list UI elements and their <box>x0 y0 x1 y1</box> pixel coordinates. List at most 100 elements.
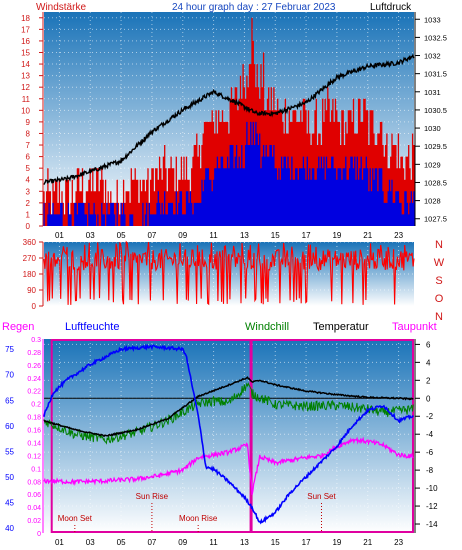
wind-tick-label: 0 <box>26 222 31 231</box>
hour-tick-label: 03 <box>86 231 95 240</box>
hour-tick-label: 11 <box>209 231 218 240</box>
rain-tick-label: 0.3 <box>31 337 41 344</box>
header-title: 24 hour graph day : 27 Februar 2023 <box>172 2 336 13</box>
wind-tick-label: 18 <box>21 14 30 23</box>
hour-tick-label: 05 <box>117 231 126 240</box>
hour-tick-label: 21 <box>363 538 372 547</box>
humidity-tick-label: 75 <box>5 345 14 354</box>
wind-tick-label: 10 <box>21 106 30 115</box>
rain-tick-label: 0 <box>37 531 41 538</box>
wind-tick-label: 11 <box>22 95 31 104</box>
wind-tick-label: 17 <box>21 25 30 34</box>
wind-tick-label: 14 <box>21 60 30 69</box>
hour-tick-label: 17 <box>302 538 311 547</box>
direction-tick-label: 90 <box>27 286 36 295</box>
hour-tick-label: 13 <box>240 231 249 240</box>
hour-tick-label: 01 <box>55 231 64 240</box>
event-label: Moon Rise <box>179 514 218 523</box>
rain-tick-label: 0.12 <box>27 453 41 460</box>
compass-label: S <box>435 275 442 287</box>
rain-axis: 0 0.02 0.04 0.06 0.08 0.1 0.12 0.14 0.16 0.18 0.2 0… <box>27 337 44 538</box>
temperature-tick-label: 0 <box>426 394 431 403</box>
pressure-tick-label: 1027.5 <box>424 215 447 224</box>
wind-tick-label: 8 <box>26 129 31 138</box>
pressure-axis: 1027.5 1028 1028.5 1029 1029.5 1030 1030.5 1031… <box>414 12 447 226</box>
hour-tick-label: 17 <box>302 231 311 240</box>
temperature-tick-label: 6 <box>426 340 431 349</box>
panel-2-series <box>43 240 415 306</box>
hour-tick-label: 09 <box>178 231 187 240</box>
pressure-tick-label: 1031 <box>424 88 441 97</box>
direction-tick-label: 270 <box>23 254 37 263</box>
wind-tick-label: 15 <box>21 48 30 57</box>
legend-humidity: Luftfeuchte <box>65 321 119 333</box>
wind-tick-label: 16 <box>21 37 30 46</box>
hour-tick-label: 13 <box>240 538 249 547</box>
legend-dewpoint: Taupunkt <box>392 321 437 333</box>
direction-tick-label: 0 <box>32 302 37 311</box>
pressure-tick-label: 1028.5 <box>424 178 447 187</box>
pressure-tick-label: 1032.5 <box>424 33 447 42</box>
humidity-tick-label: 70 <box>5 371 14 380</box>
wind-tick-label: 9 <box>26 118 31 127</box>
hour-tick-label: 15 <box>271 231 280 240</box>
panel-1-series <box>43 17 415 226</box>
rain-tick-label: 0.16 <box>27 428 41 435</box>
direction-tick-label: 180 <box>23 270 37 279</box>
pressure-tick-label: 1031.5 <box>424 70 447 79</box>
humidity-tick-label: 45 <box>5 498 14 507</box>
humidity-tick-label: 40 <box>5 524 14 533</box>
temperature-tick-label: 2 <box>426 376 431 385</box>
event-label: Sun Set <box>307 492 336 501</box>
temperature-tick-label: -2 <box>426 412 434 421</box>
event-label: Sun Rise <box>136 492 169 501</box>
pressure-tick-label: 1033 <box>424 15 441 24</box>
hour-tick-label: 23 <box>394 538 403 547</box>
rain-tick-label: 0.08 <box>27 479 41 486</box>
hour-tick-label: 07 <box>147 538 156 547</box>
rain-tick-label: 0.04 <box>27 505 41 512</box>
compass-label: N <box>435 239 443 251</box>
temperature-tick-label: -8 <box>426 466 434 475</box>
hour-tick-label: 05 <box>117 538 126 547</box>
hour-tick-label: 07 <box>147 231 156 240</box>
wind-tick-label: 1 <box>26 210 31 219</box>
rain-tick-label: 0.18 <box>27 415 41 422</box>
compass-label: N <box>435 311 443 323</box>
temperature-tick-label: -14 <box>426 520 438 529</box>
rain-tick-label: 0.02 <box>27 518 41 525</box>
temperature-tick-label: -4 <box>426 430 434 439</box>
humidity-axis: 40 45 50 55 60 65 70 75 <box>5 345 14 533</box>
wind-direction-series <box>43 240 415 306</box>
header-left-label: Windstärke <box>36 2 86 13</box>
pressure-tick-label: 1029 <box>424 160 441 169</box>
hour-tick-label: 15 <box>271 538 280 547</box>
temperature-legend: Regen Luftfeuchte Windchill Temperatur T… <box>2 321 437 333</box>
wind-tick-label: 6 <box>26 153 31 162</box>
hour-tick-label: 11 <box>209 538 218 547</box>
pressure-series <box>43 53 415 185</box>
panel-1-hour-axis: 01 03 05 07 09 11 13 15 17 19 21 23 <box>55 231 404 240</box>
pressure-tick-label: 1028 <box>424 197 441 206</box>
panel-3-series: Moon Set Sun Rise Moon Rise Sun Set <box>43 339 414 533</box>
pressure-tick-label: 1030 <box>424 124 441 133</box>
wind-tick-label: 13 <box>21 72 30 81</box>
compass-label: W <box>434 257 445 269</box>
rain-tick-label: 0.26 <box>27 363 41 370</box>
pressure-tick-label: 1030.5 <box>424 106 447 115</box>
temperature-tick-label: -6 <box>426 448 434 457</box>
pressure-tick-label: 1029.5 <box>424 142 447 151</box>
direction-tick-label: 360 <box>23 238 37 247</box>
humidity-series <box>43 343 414 525</box>
temperature-series <box>43 376 414 438</box>
temperature-axis: 6 4 2 0 -2 -4 -6 -8 -10 -12 -14 <box>414 339 438 533</box>
wind-tick-label: 5 <box>26 164 31 173</box>
hour-tick-label: 23 <box>394 231 403 240</box>
temperature-tick-label: 4 <box>426 358 431 367</box>
hour-tick-label: 03 <box>86 538 95 547</box>
